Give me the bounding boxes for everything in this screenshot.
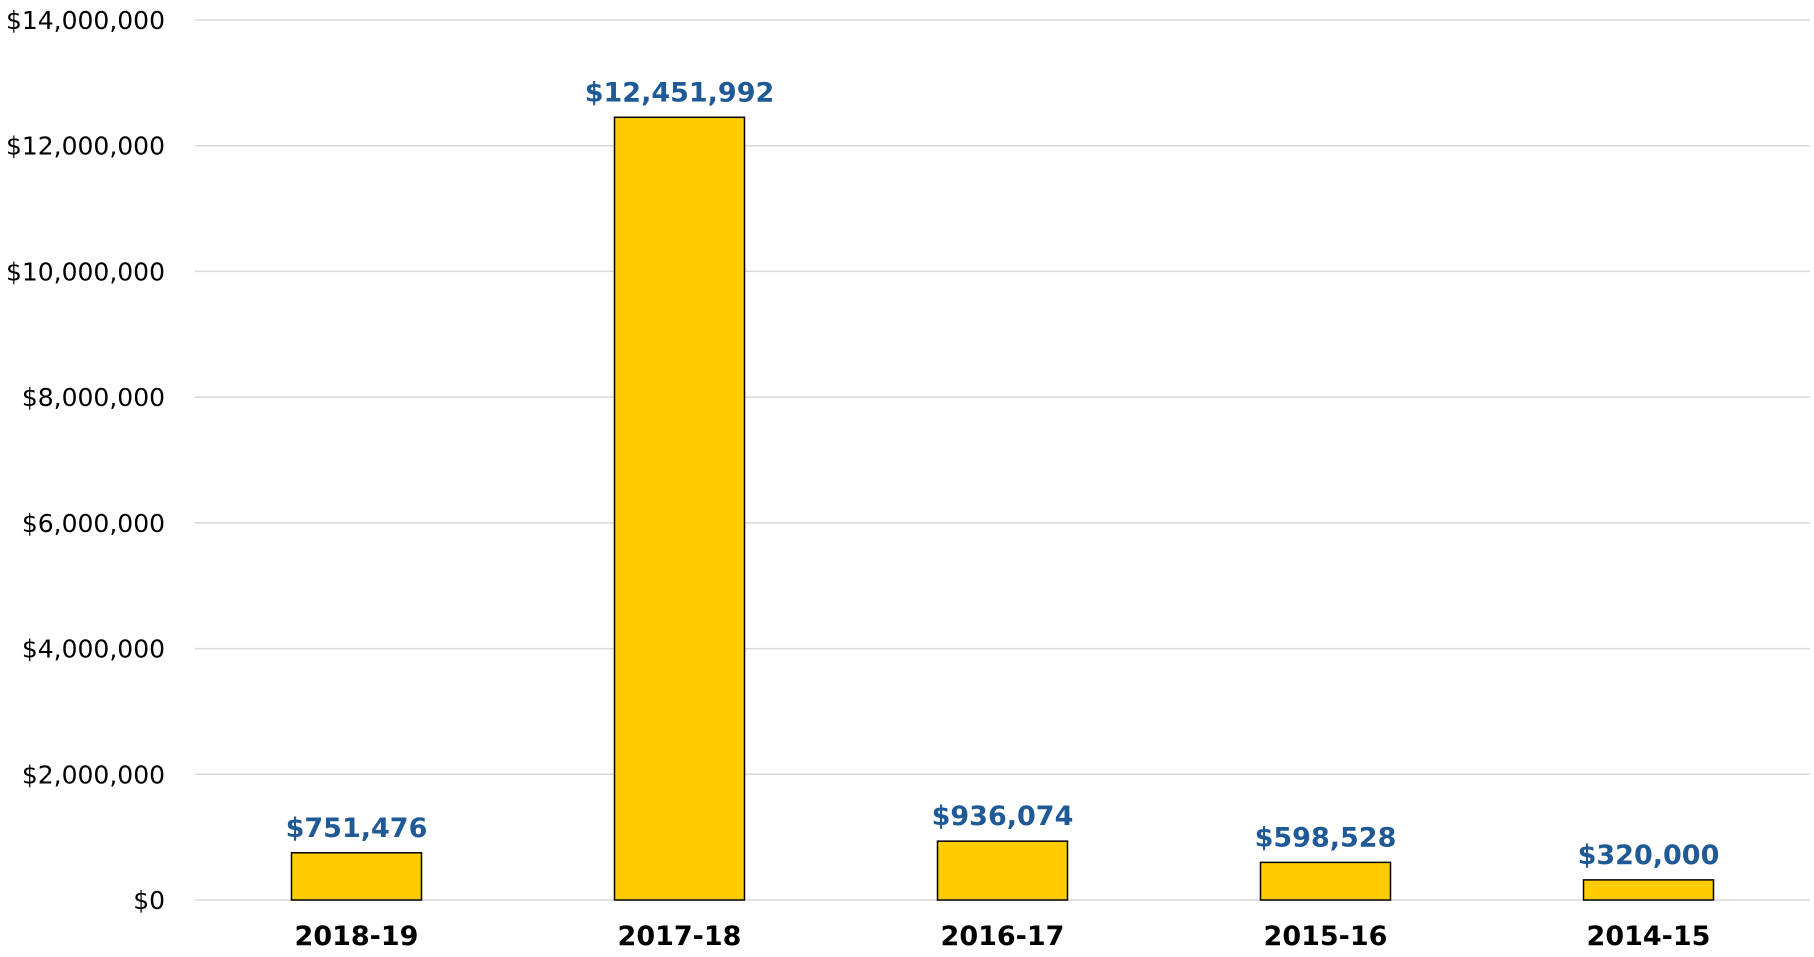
y-tick-label: $6,000,000 [22,509,165,538]
y-tick-label: $4,000,000 [22,635,165,664]
gridlines [195,19,1810,901]
data-labels: $751,476 $12,451,992 $936,074 $598,528 $320,… [286,77,1720,871]
y-axis-ticks: $0 $2,000,000 $4,000,000 $6,000,000 $8,000,0… [6,6,165,915]
bar [613,116,746,901]
y-tick-label: $2,000,000 [22,760,165,789]
y-tick-label: $12,000,000 [6,132,165,161]
x-tick-label: 2017-18 [618,921,742,952]
bar [1582,879,1715,901]
bar-data-label: $751,476 [286,813,428,844]
x-tick-label: 2015-16 [1264,921,1388,952]
bar [936,840,1069,901]
y-tick-label: $0 [133,886,165,915]
bars [290,116,1715,901]
bar-data-label: $320,000 [1578,840,1720,871]
bar-data-label: $12,451,992 [585,77,775,108]
x-tick-label: 2018-19 [295,921,419,952]
bar-data-label: $598,528 [1255,822,1397,853]
x-axis-ticks: 2018-19 2017-18 2016-17 2015-16 2014-15 [295,921,1711,952]
bar [1259,861,1392,901]
bar-data-label: $936,074 [932,801,1074,832]
y-tick-label: $8,000,000 [22,383,165,412]
bar [290,852,423,901]
y-tick-label: $14,000,000 [6,6,165,35]
y-tick-label: $10,000,000 [6,257,165,286]
x-tick-label: 2014-15 [1587,921,1711,952]
x-tick-label: 2016-17 [941,921,1065,952]
